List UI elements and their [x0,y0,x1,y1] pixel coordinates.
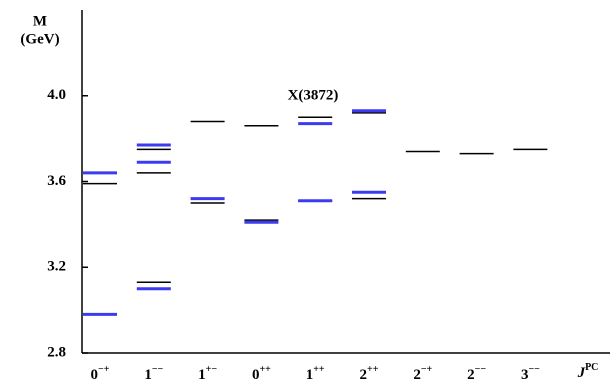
category-j: 0 [252,367,260,383]
y-tick-label: 4.0 [47,87,66,103]
x-tick-label: 2++ [360,364,379,383]
x-tick-label: 2−+ [413,364,432,383]
y-axis-label: (GeV) [20,31,59,47]
y-tick-label: 2.8 [47,344,66,360]
category-pc: ++ [313,364,325,375]
x-tick-label: 0++ [252,364,271,383]
category-j: 2 [360,367,368,383]
x-axis-label-sup: PC [585,362,598,373]
category-pc: −− [475,364,487,375]
category-pc: ++ [367,364,379,375]
category-j: 1 [198,367,206,383]
category-pc: −+ [421,364,433,375]
category-j: 2 [413,367,421,383]
y-tick-label: 3.2 [47,259,66,275]
y-tick-label: 3.6 [47,173,66,189]
annotation: X(3872) [288,87,339,103]
category-j: 1 [144,367,152,383]
category-pc: −− [152,364,164,375]
category-j: 3 [521,367,529,383]
category-j: 0 [91,367,99,383]
x-tick-label: 1+− [198,364,217,383]
x-tick-label: 1−− [144,364,163,383]
x-axis-label-main: J [577,365,586,381]
x-tick-label: 3−− [521,364,540,383]
x-axis-label: JPC [577,362,599,381]
category-j: 1 [306,367,314,383]
x-tick-label: 1++ [306,364,325,383]
x-tick-label: 0−+ [91,364,110,383]
y-axis-label: M [33,13,47,29]
category-pc: −− [528,364,540,375]
category-pc: ++ [259,364,271,375]
x-tick-label: 2−− [467,364,486,383]
category-j: 2 [467,367,475,383]
category-pc: +− [206,364,218,375]
category-pc: −+ [98,364,110,375]
